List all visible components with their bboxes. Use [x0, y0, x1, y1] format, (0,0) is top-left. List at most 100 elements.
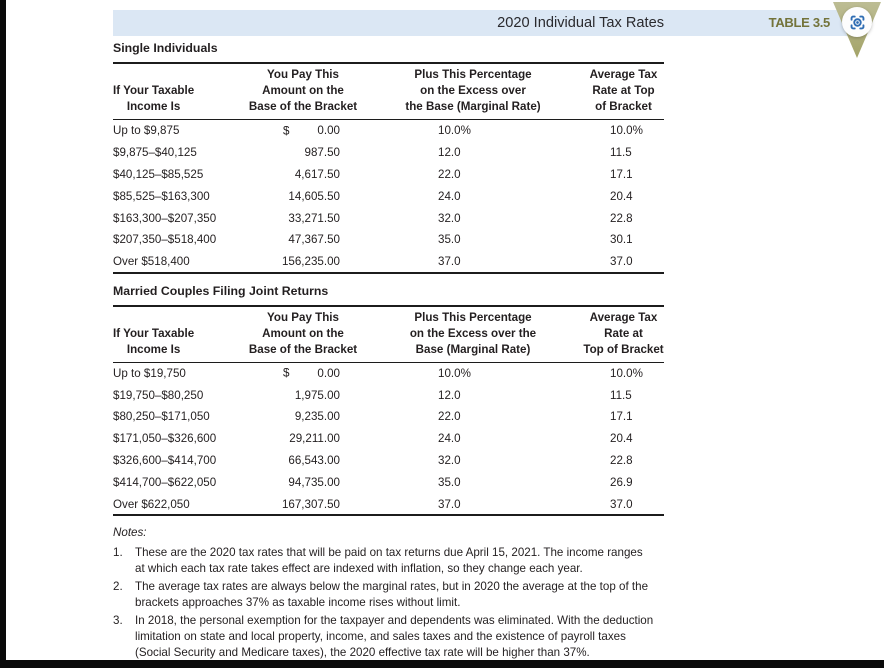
base-amount: $0.00 — [283, 124, 340, 138]
average-rate: 11.5 — [610, 145, 632, 159]
average-rate: 37.0 — [610, 497, 633, 511]
window-bottom-edge — [0, 660, 884, 668]
note-text: In 2018, the personal exemption for the … — [135, 613, 654, 660]
average-rate: 37.0 — [610, 254, 633, 268]
base-amount: 66,543.00 — [288, 454, 340, 468]
income-range: $19,750–$80,250 — [113, 388, 204, 402]
note-text: The average tax rates are always below t… — [135, 579, 649, 610]
screen-focus-icon[interactable] — [842, 7, 872, 37]
base-amount: $0.00 — [283, 366, 340, 380]
note-number: 3. — [113, 613, 123, 627]
section-label-married: Married Couples Filing Joint Returns — [113, 283, 329, 298]
table-title-band: 2020 Individual Tax Rates TABLE 3.5 — [113, 10, 848, 36]
table-row: $163,300–$207,350 33,271.50 32.0 22.8 — [113, 207, 664, 229]
marginal-rate: 32.0 — [438, 454, 461, 468]
table-row: Up to $19,750 $0.00 10.0% 10.0% — [113, 362, 664, 384]
table-row: $40,125–$85,525 4,617.50 22.0 17.1 — [113, 163, 664, 185]
average-rate: 26.9 — [610, 476, 633, 490]
income-range: Over $518,400 — [113, 254, 190, 268]
average-rate: 11.5 — [610, 388, 632, 402]
base-amount: 167,307.50 — [281, 497, 340, 511]
column-header-marginal: Plus This Percentage on the Excess over … — [363, 305, 583, 363]
table-row: $207,350–$518,400 47,367.50 35.0 30.1 — [113, 229, 664, 251]
income-range: $85,525–$163,300 — [113, 189, 210, 203]
notes-section: Notes: 1. These are the 2020 tax rates t… — [113, 525, 664, 661]
income-range: $207,350–$518,400 — [113, 233, 217, 247]
note-item: 3. In 2018, the personal exemption for t… — [113, 613, 664, 662]
marginal-rate: 35.0 — [438, 233, 461, 247]
income-range: $171,050–$326,600 — [113, 432, 217, 446]
average-rate: 10.0% — [610, 366, 643, 380]
section-label-single: Single Individuals — [113, 41, 218, 55]
table-row: $326,600–$414,700 66,543.00 32.0 22.8 — [113, 450, 664, 472]
base-amount: 156,235.00 — [281, 254, 340, 268]
notes-label: Notes: — [113, 526, 147, 540]
income-range: Over $622,050 — [113, 497, 190, 511]
column-header-pay: You Pay This Amount on the Base of the B… — [243, 305, 363, 363]
base-amount: 94,735.00 — [288, 476, 340, 490]
base-amount: 29,211.00 — [289, 432, 340, 446]
income-range: $80,250–$171,050 — [113, 410, 210, 424]
average-rate: 20.4 — [610, 432, 633, 446]
note-text: These are the 2020 tax rates that will b… — [135, 545, 643, 576]
table-row: $414,700–$622,050 94,735.00 35.0 26.9 — [113, 472, 664, 494]
table-number-badge: TABLE 3.5 — [768, 15, 831, 30]
marginal-rate: 37.0 — [438, 497, 461, 511]
header-row: If Your Taxable Income Is You Pay This A… — [113, 63, 664, 120]
window-left-edge — [0, 0, 6, 668]
page-title: 2020 Individual Tax Rates — [497, 15, 664, 31]
column-header-average: Average Tax Rate at Top of Bracket — [583, 63, 664, 120]
average-rate: 20.4 — [610, 189, 633, 203]
income-range: $9,875–$40,125 — [113, 145, 197, 159]
base-amount: 4,617.50 — [294, 167, 340, 181]
tax-table-married: If Your Taxable Income Is You Pay This A… — [113, 304, 664, 517]
income-range: Up to $9,875 — [113, 124, 180, 138]
marginal-rate: 32.0 — [438, 211, 461, 225]
table-row: Over $518,400 156,235.00 37.0 37.0 — [113, 251, 664, 273]
note-number: 2. — [113, 579, 123, 593]
base-amount: 1,975.00 — [294, 388, 340, 402]
note-item: 2. The average tax rates are always belo… — [113, 579, 664, 612]
income-range: $40,125–$85,525 — [113, 167, 204, 181]
marginal-rate: 10.0% — [438, 366, 471, 380]
average-rate: 22.8 — [610, 454, 633, 468]
note-item: 1. These are the 2020 tax rates that wil… — [113, 545, 664, 578]
marginal-rate: 22.0 — [438, 167, 461, 181]
income-range: $414,700–$622,050 — [113, 476, 217, 490]
note-number: 1. — [113, 545, 123, 559]
table-row: Over $622,050 167,307.50 37.0 37.0 — [113, 494, 664, 516]
base-amount: 987.50 — [304, 145, 340, 159]
focus-capture-glyph — [850, 15, 864, 29]
currency-sign: $ — [283, 366, 290, 380]
income-range: $326,600–$414,700 — [113, 454, 217, 468]
table-row: $9,875–$40,125 987.50 12.0 11.5 — [113, 141, 664, 163]
average-rate: 10.0% — [610, 124, 643, 138]
table-row: $171,050–$326,600 29,211.00 24.0 20.4 — [113, 428, 664, 450]
marginal-rate: 22.0 — [438, 410, 461, 424]
average-rate: 17.1 — [610, 410, 633, 424]
table-row: $85,525–$163,300 14,605.50 24.0 20.4 — [113, 185, 664, 207]
table-row: $19,750–$80,250 1,975.00 12.0 11.5 — [113, 384, 664, 406]
marginal-rate: 12.0 — [438, 388, 461, 402]
base-amount: 33,271.50 — [288, 211, 340, 225]
base-amount: 14,605.50 — [288, 189, 340, 203]
marginal-rate: 24.0 — [438, 189, 461, 203]
marginal-rate: 35.0 — [438, 476, 461, 490]
average-rate: 22.8 — [610, 211, 633, 225]
marginal-rate: 10.0% — [438, 124, 471, 138]
page-content: Single Individuals If Your Taxable Incom… — [113, 41, 664, 663]
marginal-rate: 24.0 — [438, 432, 461, 446]
table-row: $80,250–$171,050 9,235.00 22.0 17.1 — [113, 406, 664, 428]
header-row: If Your Taxable Income Is You Pay This A… — [113, 305, 664, 363]
table-row: Up to $9,875 $0.00 10.0% 10.0% — [113, 120, 664, 142]
column-header-income: If Your Taxable Income Is — [113, 305, 243, 363]
tax-table-single: If Your Taxable Income Is You Pay This A… — [113, 62, 664, 274]
base-amount: 9,235.00 — [294, 410, 340, 424]
column-header-income: If Your Taxable Income Is — [113, 63, 243, 120]
column-header-pay: You Pay This Amount on the Base of the B… — [243, 63, 363, 120]
column-header-marginal: Plus This Percentage on the Excess over … — [363, 63, 583, 120]
income-range: $163,300–$207,350 — [113, 211, 217, 225]
column-header-average: Average Tax Rate at Top of Bracket — [583, 305, 664, 363]
marginal-rate: 37.0 — [438, 254, 461, 268]
